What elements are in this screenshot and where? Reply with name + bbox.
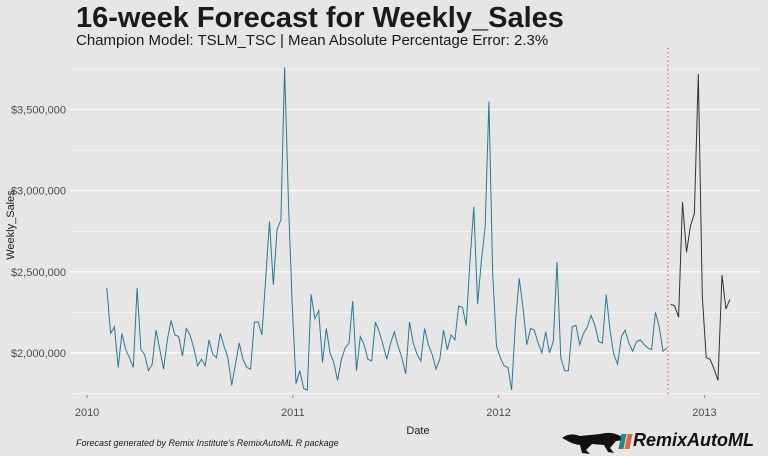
y-tick-label: $2,000,000 bbox=[11, 348, 66, 360]
y-tick-label: $3,500,000 bbox=[11, 105, 66, 117]
chart-title: 16-week Forecast for Weekly_Sales bbox=[76, 2, 564, 34]
y-axis-title: Weekly_Sales bbox=[5, 190, 17, 260]
cheetah-icon bbox=[562, 432, 626, 454]
remixautoml-logo: RemixAutoML bbox=[560, 428, 768, 454]
y-tick-label: $2,500,000 bbox=[11, 267, 66, 279]
x-tick-label: 2010 bbox=[75, 407, 99, 419]
grid bbox=[70, 68, 760, 394]
x-tick-label: 2012 bbox=[486, 407, 510, 419]
x-axis: 2010 2011 2012 2013 bbox=[75, 395, 717, 419]
y-axis: $2,000,000 $2,500,000 $3,000,000 $3,500,000 bbox=[11, 105, 66, 360]
actual-series-line bbox=[106, 67, 668, 391]
chart-subtitle: Champion Model: TSLM_TSC | Mean Absolute… bbox=[76, 32, 549, 49]
caption: Forecast generated by Remix Institute's … bbox=[76, 438, 339, 448]
logo-text: RemixAutoML bbox=[633, 430, 754, 450]
y-tick-label: $3,000,000 bbox=[11, 186, 66, 198]
x-tick-label: 2013 bbox=[692, 407, 716, 419]
x-tick-label: 2011 bbox=[281, 407, 305, 419]
x-axis-title: Date bbox=[406, 425, 429, 437]
forecast-series-line bbox=[670, 73, 731, 381]
